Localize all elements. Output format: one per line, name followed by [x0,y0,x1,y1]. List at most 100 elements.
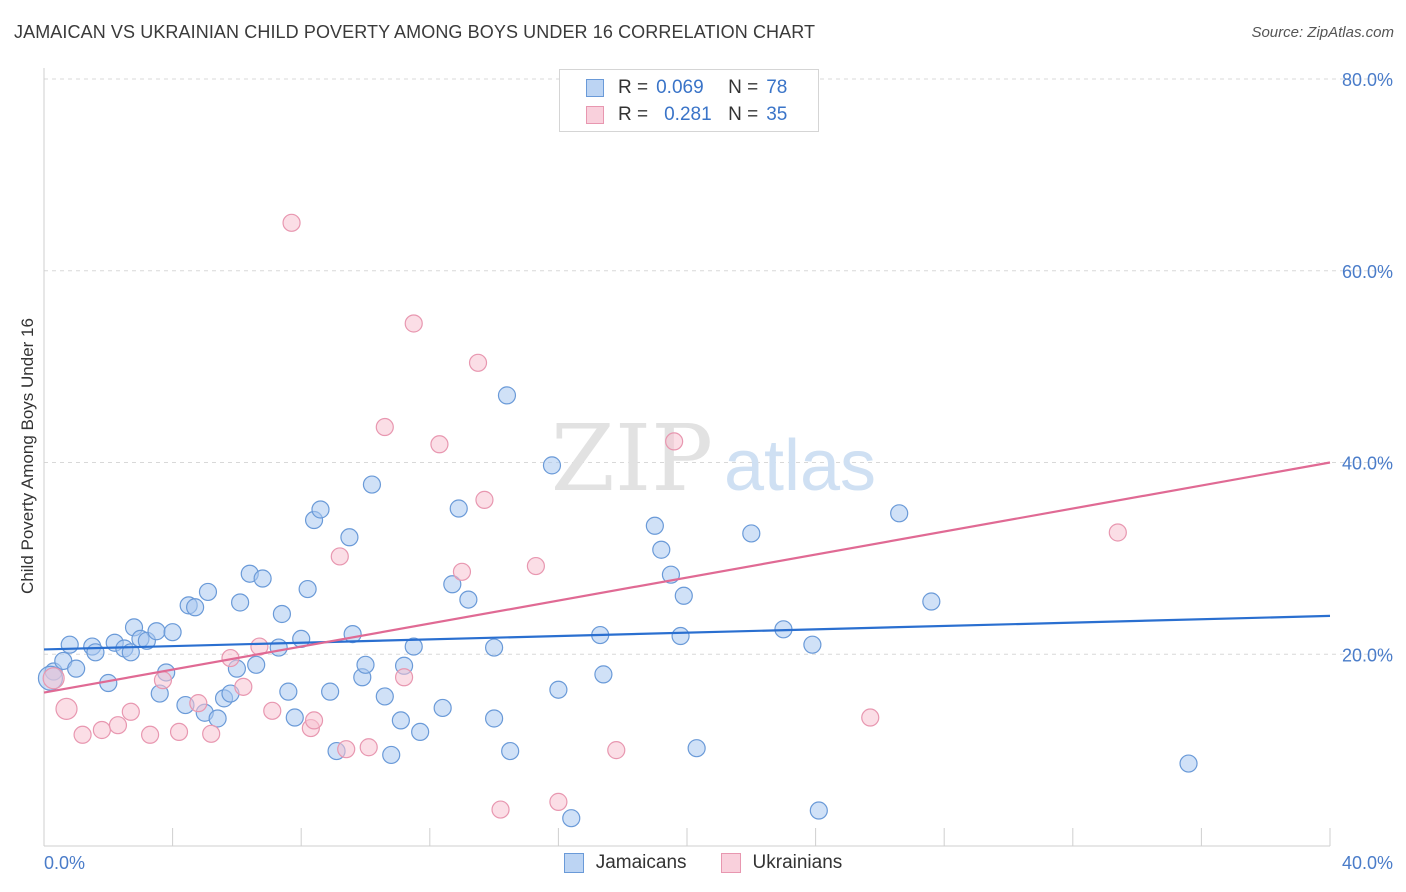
ukrainian-point [42,667,65,690]
jamaican-point [343,625,362,644]
ukrainian-point [430,435,449,454]
ukrainian-point [452,562,472,581]
ukrainian-point [375,417,394,437]
legend-row-ukrainians: R = 0.281 N = 35 [586,103,787,127]
jamaican-point [501,741,520,761]
jamaicans-label: Jamaicans [595,852,687,873]
jamaican-point [809,801,828,820]
jamaican-point [362,475,382,494]
legend-row-jamaicans: R = 0.069 N = 78 [586,76,787,100]
jamaican-point [890,504,909,523]
source-label: Source: ZipAtlas.com [1251,24,1394,41]
ukrainian-point [263,701,282,720]
ukrainian-point [234,677,253,696]
ukrainian-point [359,738,378,757]
ukrainian-point [526,556,545,576]
ukrainian-point [169,722,189,742]
legend-item-ukrainians[interactable]: Ukrainians [720,852,843,874]
jamaican-point [60,635,79,654]
jamaican-point [485,709,504,728]
ukrainian-point [55,697,78,720]
ukrainian-point [607,741,626,760]
y-tick-label: 40.0% [1342,454,1393,474]
axes [43,68,1331,847]
jamaican-point [549,680,568,699]
jamaican-trend-line [43,614,1331,651]
jamaican-point [375,687,394,706]
ukrainian-trend-line [43,461,1331,694]
ukrainian-point [121,702,140,721]
ukrainian-point [861,708,880,727]
jamaican-point [652,540,671,559]
ukrainian-point [153,671,173,690]
jamaican-point [645,516,664,535]
jamaican-point [459,590,478,609]
trend-lines [43,461,1331,694]
jamaican-point [67,659,86,678]
y-tick-label: 80.0% [1342,70,1393,90]
ukrainian-point [108,716,128,735]
jamaican-point [198,582,218,602]
legend-r-label: R = [618,104,649,125]
ukrainian-point [404,314,423,333]
ukrainian-point [92,720,111,740]
jamaican-point [742,524,761,543]
legend-n-label: N = [728,77,759,98]
jamaican-point [687,739,706,758]
gridlines [44,78,1392,655]
jamaican-point [311,500,330,519]
ukrainian-point [475,490,494,509]
legend-swatch-jamaicans [586,79,604,97]
legend-n-value: 78 [766,77,788,98]
ukrainian-point [330,547,349,566]
legend-n-value: 35 [766,104,788,125]
jamaican-point [594,665,613,684]
ukrainian-point [73,725,92,744]
legend-r-value: 0.069 [656,77,704,98]
stats-legend: R = 0.069 N = 78 R = 0.281 N = 35 [559,69,819,132]
jamaican-point [382,745,401,765]
ukrainian-point [468,353,488,372]
jamaican-point [298,579,317,599]
jamaican-point [922,592,941,611]
jamaican-point [253,569,272,588]
x-tick-label: 40.0% [1342,853,1393,873]
y-tick-label: 20.0% [1342,645,1393,665]
ukrainians-label: Ukrainians [752,852,843,873]
jamaican-point [247,655,266,674]
legend-item-jamaicans[interactable]: Jamaicans [563,852,687,874]
jamaican-point [391,711,410,730]
jamaican-point [279,682,298,701]
jamaican-point [321,682,340,701]
jamaican-points [37,386,1198,828]
ukrainian-point [1108,523,1127,542]
jamaican-point [1179,754,1198,773]
ukrainian-point [549,792,568,811]
ukrainian-point [140,725,160,744]
jamaican-point [163,623,182,642]
y-tick-label: 60.0% [1342,262,1393,282]
jamaican-point [356,655,375,674]
ukrainians-swatch [720,853,741,873]
jamaicans-swatch [563,853,584,873]
jamaican-point [269,638,288,657]
jamaican-point [542,456,562,475]
jamaican-point [231,593,250,612]
jamaican-point [404,637,423,656]
watermark-atlas: atlas [724,426,876,506]
chart-title: JAMAICAN VS UKRAINIAN CHILD POVERTY AMON… [14,22,816,42]
ukrainian-point [491,800,510,819]
jamaican-point [147,622,166,641]
jamaican-point [186,598,205,617]
ukrainian-point [304,711,324,730]
legend-swatch-ukrainians [586,106,604,124]
ukrainian-point [394,668,414,687]
watermark-zip: ZIP [551,405,713,512]
jamaican-point [485,638,504,657]
jamaican-point [411,722,430,742]
jamaican-point [449,499,468,518]
legend-r-value: 0.281 [664,104,712,125]
x-tick-label: 0.0% [44,853,85,873]
jamaican-point [497,386,517,405]
